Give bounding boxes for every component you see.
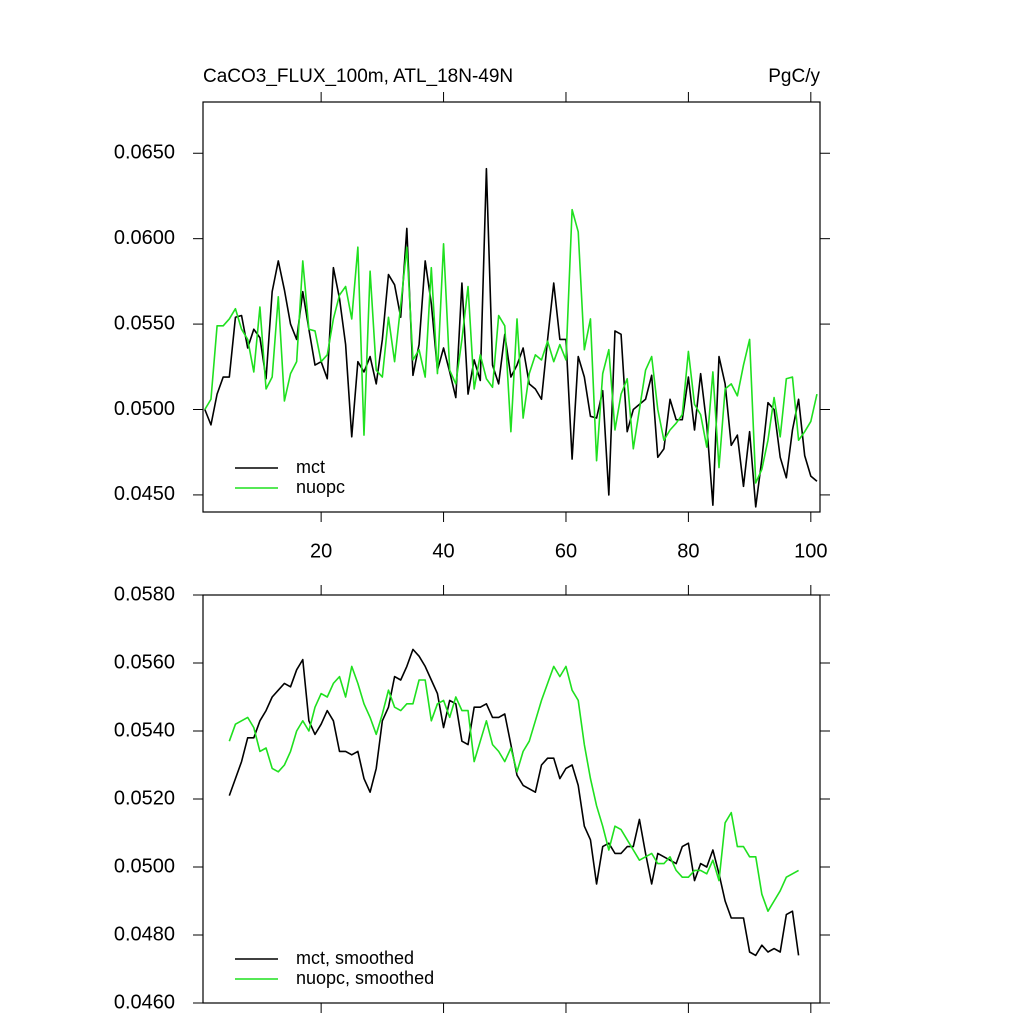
plot-frame bbox=[202, 594, 821, 1004]
x-tick-label: 80 bbox=[677, 540, 699, 562]
legend-label: mct bbox=[296, 457, 325, 477]
series-line bbox=[228, 648, 800, 957]
y-tick-label: 0.0500 bbox=[114, 398, 175, 420]
y-tick-label: 0.0520 bbox=[114, 787, 175, 809]
y-tick-label: 0.0480 bbox=[114, 923, 175, 945]
y-tick-label: 0.0550 bbox=[114, 312, 175, 334]
y-tick-label: 0.0580 bbox=[114, 583, 175, 605]
units-label: PgC/y bbox=[768, 66, 820, 87]
x-tick-label: 60 bbox=[555, 540, 577, 562]
chart-title: CaCO3_FLUX_100m, ATL_18N-49N bbox=[203, 66, 513, 87]
legend-label: mct, smoothed bbox=[296, 948, 414, 968]
y-tick-label: 0.0450 bbox=[114, 483, 175, 505]
series-line bbox=[204, 167, 818, 508]
legend-label: nuopc, smoothed bbox=[296, 968, 434, 988]
y-tick-label: 0.0650 bbox=[114, 142, 175, 164]
y-tick-label: 0.0560 bbox=[114, 651, 175, 673]
y-tick-label: 0.0540 bbox=[114, 719, 175, 741]
y-tick-label: 0.0460 bbox=[114, 991, 175, 1013]
series-line bbox=[228, 665, 799, 913]
plot-frame bbox=[202, 101, 821, 513]
y-tick-label: 0.0600 bbox=[114, 227, 175, 249]
y-tick-label: 0.0500 bbox=[114, 855, 175, 877]
series-line bbox=[204, 208, 818, 484]
x-tick-label: 20 bbox=[310, 540, 332, 562]
x-tick-label: 40 bbox=[432, 540, 454, 562]
x-tick-label: 100 bbox=[794, 540, 827, 562]
legend-label: nuopc bbox=[296, 477, 345, 497]
